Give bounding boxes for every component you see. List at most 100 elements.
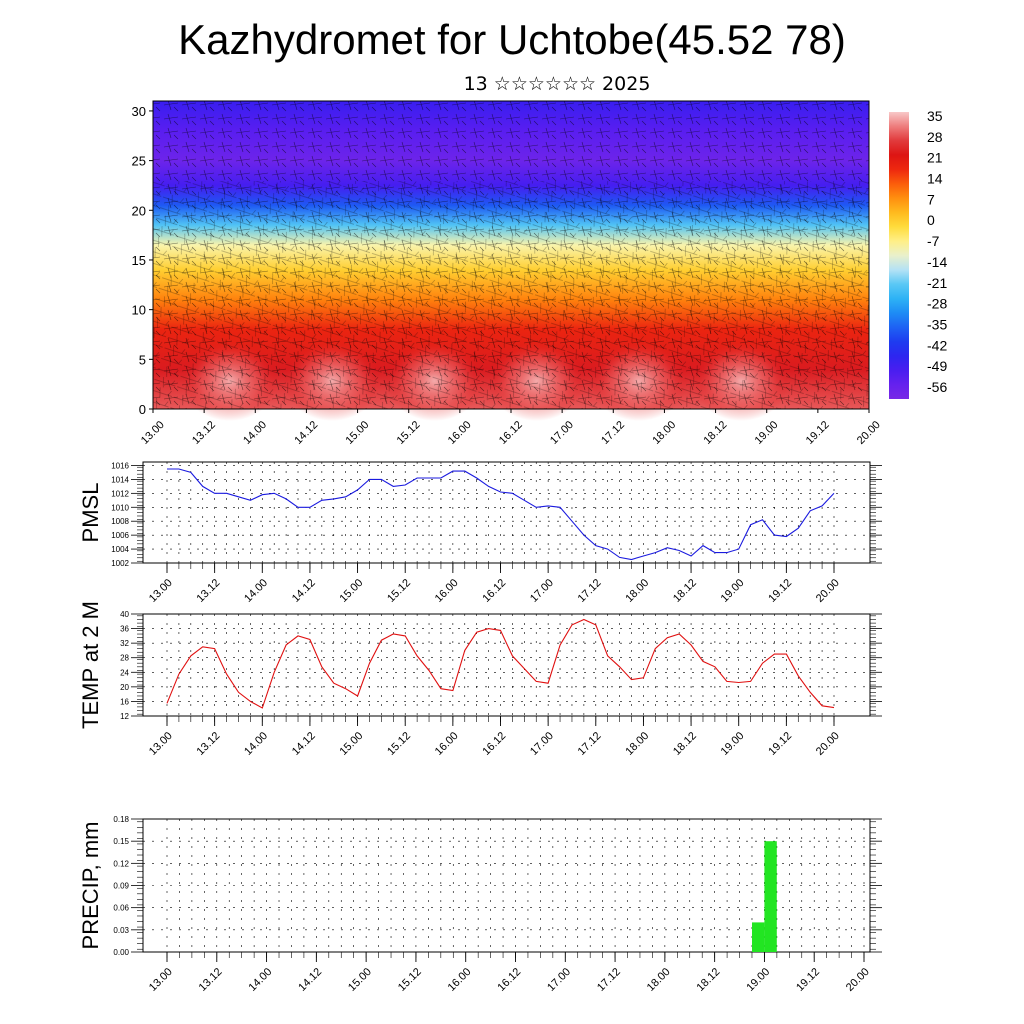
y-tick-label: 12 [120, 712, 129, 721]
x-tick-label: 13.00 [147, 730, 175, 758]
chart-subtitle: 13 ☆☆☆☆☆☆ 2025 [463, 73, 651, 95]
y-tick-label: 16 [120, 697, 129, 706]
x-tick-label: 15.00 [337, 577, 365, 605]
x-tick-label: 18.00 [623, 730, 651, 758]
plot-frame [142, 613, 871, 717]
x-tick-label: 13.00 [147, 577, 175, 605]
x-tick-label: 14.12 [290, 577, 318, 605]
x-tick-label: 16.00 [433, 730, 461, 758]
x-tick-label: 16.12 [480, 730, 508, 758]
x-tick-label: 16.12 [497, 419, 525, 447]
x-tick-label: 14.00 [241, 419, 269, 447]
y-tick-label: 1008 [111, 517, 129, 526]
y-tick-label: 1012 [111, 489, 129, 498]
x-tick-label: 17.00 [528, 577, 556, 605]
x-tick-label: 20.00 [814, 577, 842, 605]
x-tick-label: 19.00 [744, 966, 772, 994]
x-tick-label: 15.12 [385, 730, 413, 758]
y-axis-title: TEMP at 2 M [78, 601, 103, 729]
y-tick-label: 1006 [111, 531, 129, 540]
x-tick-label: 16.12 [495, 966, 523, 994]
x-tick-label: 18.00 [623, 577, 651, 605]
colorbar-label: 28 [927, 129, 943, 145]
colorbar-label: -7 [927, 233, 940, 249]
y-tick-label: 0.12 [113, 859, 129, 868]
x-tick-label: 18.12 [701, 419, 729, 447]
y-tick-label: 10 [132, 303, 146, 318]
y-axis-title: PRECIP, mm [78, 822, 103, 950]
pmsl-panel: 1002 1004 1006 1008 1010 1012 1014 1016 13.00 13.… [78, 461, 882, 605]
colorbar-label: 0 [927, 212, 935, 228]
pmsl-series-line [167, 468, 835, 561]
x-tick-label: 14.00 [242, 577, 270, 605]
x-tick-label: 13.12 [197, 966, 225, 994]
precipitation-panel: 0.00 0.03 0.06 0.09 0.12 0.15 0.18 13.00 13.12 14… [78, 815, 882, 994]
y-tick-label: 36 [120, 625, 129, 634]
colorbar-label: 7 [927, 191, 935, 207]
colorbar-label: -35 [927, 316, 947, 332]
precip-bar [752, 922, 765, 952]
colorbar-label: -14 [927, 254, 947, 270]
x-tick-label: 20.00 [814, 730, 842, 758]
temperature-series-line [166, 618, 835, 709]
y-tick-label: 25 [132, 154, 146, 169]
colorbar [889, 112, 909, 399]
x-tick-label: 18.12 [671, 730, 699, 758]
x-tick-label: 19.00 [719, 730, 747, 758]
x-tick-label: 17.00 [528, 730, 556, 758]
x-tick-label: 15.12 [395, 419, 423, 447]
x-tick-label: 19.12 [794, 966, 822, 994]
y-tick-label: 0.09 [113, 882, 129, 891]
y-tick-label: 0.06 [113, 904, 129, 913]
x-tick-label: 14.00 [242, 730, 270, 758]
y-tick-label: 1002 [111, 559, 129, 568]
y-tick-label: 40 [120, 610, 129, 619]
y-tick-label: 20 [132, 203, 146, 218]
y-tick-label: 30 [132, 104, 146, 119]
x-tick-label: 13.12 [195, 577, 223, 605]
x-tick-label: 19.12 [766, 730, 794, 758]
x-tick-label: 19.12 [766, 577, 794, 605]
x-tick-label: 13.12 [190, 419, 218, 447]
y-tick-label: 0 [139, 402, 146, 417]
x-tick-label: 13.12 [195, 730, 223, 758]
y-tick-label: 24 [120, 668, 129, 677]
wind-barbs-lower [153, 181, 869, 409]
x-tick-label: 20.00 [844, 966, 872, 994]
x-tick-label: 17.00 [545, 966, 573, 994]
x-tick-label: 13.00 [139, 419, 167, 447]
colorbar-label: -56 [927, 379, 947, 395]
x-tick-label: 17.12 [595, 966, 623, 994]
x-tick-label: 14.00 [246, 966, 274, 994]
chart-title: Kazhydromet for Uchtobe(45.52 78) [178, 16, 846, 63]
y-tick-label: 0.03 [113, 926, 129, 935]
x-tick-label: 17.00 [548, 419, 576, 447]
y-tick-label: 1014 [111, 475, 129, 484]
colorbar-label: -49 [927, 358, 947, 374]
x-tick-label: 16.00 [433, 577, 461, 605]
x-tick-label: 15.00 [337, 730, 365, 758]
x-tick-label: 17.12 [576, 730, 604, 758]
y-tick-label: 0.18 [113, 815, 129, 824]
y-tick-label: 5 [139, 352, 146, 367]
precip-bar [764, 841, 777, 952]
y-tick-label: 15 [132, 253, 146, 268]
x-tick-label: 14.12 [296, 966, 324, 994]
x-tick-label: 15.12 [385, 577, 413, 605]
y-tick-label: 1004 [111, 545, 129, 554]
x-tick-label: 16.00 [446, 419, 474, 447]
y-tick-label: 1016 [111, 461, 129, 470]
y-tick-label: 20 [120, 683, 129, 692]
x-tick-label: 19.12 [804, 419, 832, 447]
x-tick-label: 19.00 [719, 577, 747, 605]
colorbar-label: 21 [927, 150, 943, 166]
x-tick-label: 14.12 [290, 730, 318, 758]
y-axis-title: PMSL [78, 483, 103, 543]
colorbar-label: -21 [927, 275, 947, 291]
y-tick-label: 28 [120, 654, 129, 663]
x-tick-label: 15.00 [343, 419, 371, 447]
colorbar-label: -42 [927, 337, 947, 353]
x-tick-label: 13.00 [147, 966, 175, 994]
x-tick-label: 14.12 [292, 419, 320, 447]
x-tick-label: 19.00 [753, 419, 781, 447]
